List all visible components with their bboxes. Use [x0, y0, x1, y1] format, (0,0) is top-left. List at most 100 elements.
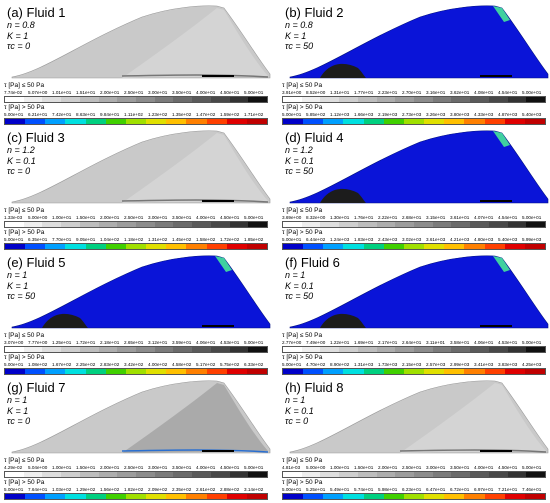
panel-title: (g) Fluid 7	[7, 380, 66, 395]
colorbar-swatch	[320, 97, 340, 102]
tick-label: 4.54e+01	[498, 90, 518, 95]
colorbar-swatch	[226, 119, 247, 124]
scale-bar	[202, 72, 242, 80]
unyielded-region	[320, 188, 366, 203]
colorbar-swatch	[61, 97, 80, 102]
low-range-label: τ [Pa] ≤ 50 Pa	[4, 457, 45, 464]
tick-label: 7.64e+01	[28, 487, 48, 492]
colorbar-swatch	[339, 222, 358, 227]
high-range-ticks: 5.00e+01 1.08e+02 1.67e+02 2.25e+02 2.83e+02…	[4, 362, 268, 368]
colorbar-swatch	[125, 244, 147, 249]
tick-label: 3.42e+02	[124, 362, 144, 367]
wall-shear-line	[121, 199, 269, 203]
tick-label: 3.91e+00	[282, 90, 302, 95]
colorbar-swatch	[424, 119, 445, 124]
tick-label: 5.00e+01	[282, 112, 302, 117]
tick-label: 7.77e+00	[28, 340, 48, 345]
colorbar-swatch	[432, 347, 452, 352]
tick-label: 6.23e+01	[402, 487, 422, 492]
wall-shear-line	[399, 449, 547, 453]
tick-label: 4.54e+01	[498, 215, 518, 220]
tick-label: 1.69e+01	[354, 340, 374, 345]
tick-label: 5.00e+01	[282, 487, 302, 492]
colorbar-swatch	[339, 97, 358, 102]
colorbar-swatch	[301, 347, 321, 352]
colorbar-swatch	[414, 347, 433, 352]
tick-label: 5.40e+03	[498, 237, 518, 242]
colorbar-swatch	[376, 222, 396, 227]
tick-label: 3.26e+03	[426, 112, 446, 117]
tick-label: 1.11e+02	[124, 112, 143, 117]
colorbar-swatch	[229, 472, 249, 477]
tick-label: 2.25e+02	[76, 362, 96, 367]
high-stress-tip	[493, 6, 510, 22]
colorbar-swatch	[154, 347, 174, 352]
colorbar-swatch	[363, 244, 384, 249]
tick-label: 5.00e+01	[4, 362, 24, 367]
wall-shear-line	[121, 449, 269, 453]
stress-contour-plot	[289, 255, 549, 329]
tick-label: 5.25e+01	[306, 487, 326, 492]
low-range-ticks: 3.69e+00 8.32e+00 1.30e+01 1.76e+01 2.22e+01…	[282, 215, 546, 221]
colorbar-swatch	[323, 119, 344, 124]
colorbar-swatch	[226, 369, 247, 374]
colorbar-swatch	[504, 119, 525, 124]
colorbar-swatch	[206, 494, 227, 499]
tick-label: 1.51e+01	[76, 90, 96, 95]
colorbar-swatch	[470, 347, 489, 352]
colorbar-swatch	[146, 119, 167, 124]
tick-label: 6.44e+02	[306, 237, 326, 242]
colorbar-swatch	[117, 222, 137, 227]
cavity-region	[11, 255, 271, 329]
colorbar-swatch	[484, 494, 505, 499]
high-range-ticks: 5.00e+01 6.35e+01 7.70e+01 9.05e+01 1.04e+02…	[4, 237, 268, 243]
low-range-label: τ [Pa] ≤ 50 Pa	[282, 207, 323, 214]
tick-label: 7.21e+01	[498, 487, 518, 492]
colorbar-swatch	[79, 472, 99, 477]
tick-label: 2.77e+00	[282, 340, 302, 345]
colorbar-swatch	[464, 244, 485, 249]
colorbar-swatch	[424, 244, 445, 249]
colorbar-swatch	[248, 472, 268, 477]
tick-label: 3.61e+03	[426, 237, 446, 242]
tick-label: 2.15e+03	[402, 362, 422, 367]
tick-label: 3.07e+00	[4, 340, 24, 345]
tick-label: 7.49e+00	[306, 340, 326, 345]
tick-label: 4.50e+01	[220, 90, 240, 95]
rheology-parameters: n = 1.2 K = 0.1 τc = 50	[285, 145, 314, 177]
tick-label: 3.00e+01	[148, 90, 168, 95]
tick-label: 8.52e+00	[306, 90, 326, 95]
high-range-ticks: 5.00e+01 6.21e+01 7.42e+01 8.63e+01 9.84e+01…	[4, 112, 268, 118]
tick-label: 6.33e+02	[244, 362, 264, 367]
colorbar-swatch	[414, 472, 433, 477]
tick-label: 4.00e+02	[148, 362, 168, 367]
tick-label: 1.76e+01	[354, 215, 374, 220]
colorbar-swatch	[79, 347, 99, 352]
tick-label: 5.98e+01	[378, 487, 398, 492]
colorbar-swatch	[403, 244, 425, 249]
colorbar-swatch	[192, 347, 211, 352]
colorbar-swatch	[79, 222, 99, 227]
tick-label: 1.29e+02	[76, 487, 96, 492]
colorbar-swatch	[105, 119, 126, 124]
colorbar-swatch	[323, 494, 344, 499]
colorbar-swatch	[65, 494, 86, 499]
colorbar-swatch	[376, 347, 396, 352]
colorbar-swatch	[5, 369, 26, 374]
colorbar-swatch	[192, 222, 211, 227]
tick-label: 4.00e+01	[196, 465, 216, 470]
rainbow-colorbar	[282, 243, 546, 250]
param-tau: τc = 0	[7, 416, 31, 426]
colorbar-swatch	[464, 494, 485, 499]
colorbar-swatch	[246, 369, 268, 374]
tick-label: 9.84e+01	[100, 112, 120, 117]
cavity-region	[289, 130, 549, 204]
colorbar-swatch	[5, 494, 26, 499]
rainbow-colorbar	[282, 493, 546, 500]
colorbar-swatch	[363, 494, 384, 499]
colorbar-swatch	[136, 97, 155, 102]
panel-title: (e) Fluid 5	[7, 255, 66, 270]
stress-contour-plot	[11, 5, 271, 79]
colorbar-swatch	[432, 222, 452, 227]
low-range-ticks: 7.74e-02 5.07e+00 1.01e+01 1.51e+01 2.00e+01…	[4, 90, 268, 96]
